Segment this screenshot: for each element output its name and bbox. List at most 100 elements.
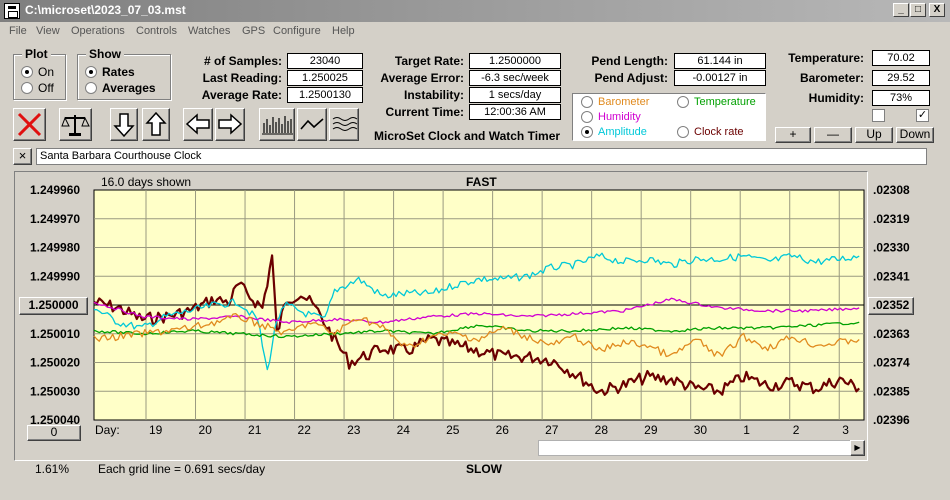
menu-configure[interactable]: Configure	[273, 25, 321, 37]
y-left-tick-label: 1.249980	[30, 241, 80, 255]
y-right-tick-label: .02341	[873, 269, 910, 283]
barometer-label: Barometer:	[799, 71, 864, 85]
temperature-field: 70.02	[872, 50, 930, 66]
balance-button[interactable]	[59, 108, 92, 141]
arrow-down-icon	[113, 113, 135, 138]
plot-off-label: Off	[38, 81, 54, 95]
maximize-button[interactable]: □	[910, 3, 926, 17]
pend-length-label: Pend Length:	[591, 54, 668, 68]
arrow-right-button[interactable]	[215, 108, 245, 141]
channel-amplitude-radio[interactable]: Amplitude	[581, 126, 647, 138]
average-error-field: -6.3 sec/week	[469, 70, 561, 86]
channel-temperature-label: Temperature	[694, 96, 756, 108]
down-button[interactable]: Down	[896, 127, 934, 143]
up-button[interactable]: Up	[855, 127, 893, 143]
channel-humidity-radio[interactable]: Humidity	[581, 111, 641, 123]
menu-gps[interactable]: GPS	[242, 25, 266, 37]
average-error-label: Average Error:	[380, 71, 464, 85]
plot-on-radio[interactable]: On	[21, 65, 54, 79]
humidity-label: Humidity:	[808, 91, 864, 105]
x-tick-label: 19	[149, 423, 163, 437]
plot-on-label: On	[38, 65, 55, 79]
channel-barometer-label: Barometer	[598, 96, 650, 108]
current-time-field: 12:00:36 AM	[469, 104, 561, 120]
menu-watches[interactable]: Watches	[188, 25, 231, 37]
arrow-left-button[interactable]	[183, 108, 213, 141]
radio-dot	[85, 82, 97, 94]
last-reading-label: Last Reading:	[202, 71, 282, 85]
stop-button[interactable]	[13, 108, 46, 141]
series-line-amplitude	[94, 252, 860, 371]
option-checkbox-2[interactable]: ✓	[916, 109, 929, 122]
menu-help[interactable]: Help	[332, 25, 355, 37]
channel-selector: Barometer Temperature Humidity Amplitude…	[572, 93, 766, 141]
plot-group: Plot On Off	[13, 47, 66, 100]
bars-button[interactable]	[259, 108, 295, 141]
last-reading-field: 1.250025	[287, 70, 363, 86]
barometer-field: 29.52	[872, 70, 930, 86]
arrow-up-button[interactable]	[142, 108, 170, 141]
percent-label: 1.61%	[35, 462, 70, 476]
center-rate-button[interactable]: 1.250000	[19, 297, 88, 315]
multiwave-button[interactable]	[329, 108, 359, 141]
show-rates-label: Rates	[102, 65, 135, 79]
radio-dot	[677, 126, 689, 138]
menu-view[interactable]: View	[36, 25, 60, 37]
window-title: C:\microset\2023_07_03.mst	[25, 3, 186, 17]
close-button[interactable]: X	[929, 3, 945, 17]
minimize-button[interactable]: _	[893, 3, 909, 17]
series-line-temperature	[93, 321, 860, 339]
description-close-button[interactable]: ×	[13, 148, 32, 165]
y-left-tick-label: 1.249990	[30, 269, 80, 283]
y-left-tick-label: 1.250020	[30, 356, 80, 370]
channel-humidity-label: Humidity	[598, 111, 641, 123]
horizontal-scrollbar[interactable]: ▶	[538, 440, 865, 456]
current-time-label: Current Time:	[385, 105, 464, 119]
radio-dot	[581, 111, 593, 123]
menu-file[interactable]: File	[9, 25, 27, 37]
x-tick-label: 22	[298, 423, 312, 437]
offset-button[interactable]: 0	[27, 425, 81, 441]
slow-label: SLOW	[466, 462, 502, 476]
pend-length-field[interactable]: 61.144 in	[674, 53, 766, 69]
y-left-tick-label: 1.249960	[30, 183, 80, 197]
plot-off-radio[interactable]: Off	[21, 81, 54, 95]
y-right-tick-label: .02385	[873, 384, 910, 398]
show-averages-radio[interactable]: Averages	[85, 81, 156, 95]
menu-controls[interactable]: Controls	[136, 25, 177, 37]
channel-temperature-radio[interactable]: Temperature	[677, 96, 756, 108]
channel-amplitude-label: Amplitude	[598, 126, 647, 138]
x-axis-label: Day:	[95, 423, 120, 437]
x-tick-label: 27	[545, 423, 559, 437]
channel-barometer-radio[interactable]: Barometer	[581, 96, 649, 108]
show-rates-radio[interactable]: Rates	[85, 65, 135, 79]
show-group-title: Show	[86, 47, 124, 61]
x-tick-label: 21	[248, 423, 262, 437]
humidity-field: 73%	[872, 90, 930, 106]
menu-operations[interactable]: Operations	[71, 25, 125, 37]
scroll-thumb[interactable]	[539, 441, 852, 455]
bars-icon	[262, 116, 293, 135]
channel-clockrate-radio[interactable]: Clock rate	[677, 126, 744, 138]
multiwave-icon	[332, 117, 358, 131]
y-left-tick-label: 1.250040	[30, 413, 80, 427]
wave-button[interactable]	[297, 108, 327, 141]
option-checkbox-1[interactable]	[872, 109, 885, 122]
plus-button[interactable]: +	[775, 127, 811, 143]
x-tick-label: 2	[793, 423, 800, 437]
radio-dot	[581, 126, 593, 138]
x-tick-label: 23	[347, 423, 361, 437]
center-right-button[interactable]: .02352	[868, 297, 914, 315]
samples-label: # of Samples:	[203, 54, 282, 68]
instability-label: Instability:	[403, 88, 464, 102]
temperature-label: Temperature:	[788, 51, 864, 65]
scroll-right-button[interactable]: ▶	[850, 440, 865, 456]
target-rate-field[interactable]: 1.2500000	[469, 53, 561, 69]
x-tick-label: 1	[743, 423, 750, 437]
samples-field: 23040	[287, 53, 363, 69]
arrow-down-button[interactable]	[110, 108, 138, 141]
minus-button[interactable]: —	[814, 127, 852, 143]
description-field[interactable]: Santa Barbara Courthouse Clock	[36, 148, 927, 165]
series-line-humidity	[93, 297, 860, 324]
